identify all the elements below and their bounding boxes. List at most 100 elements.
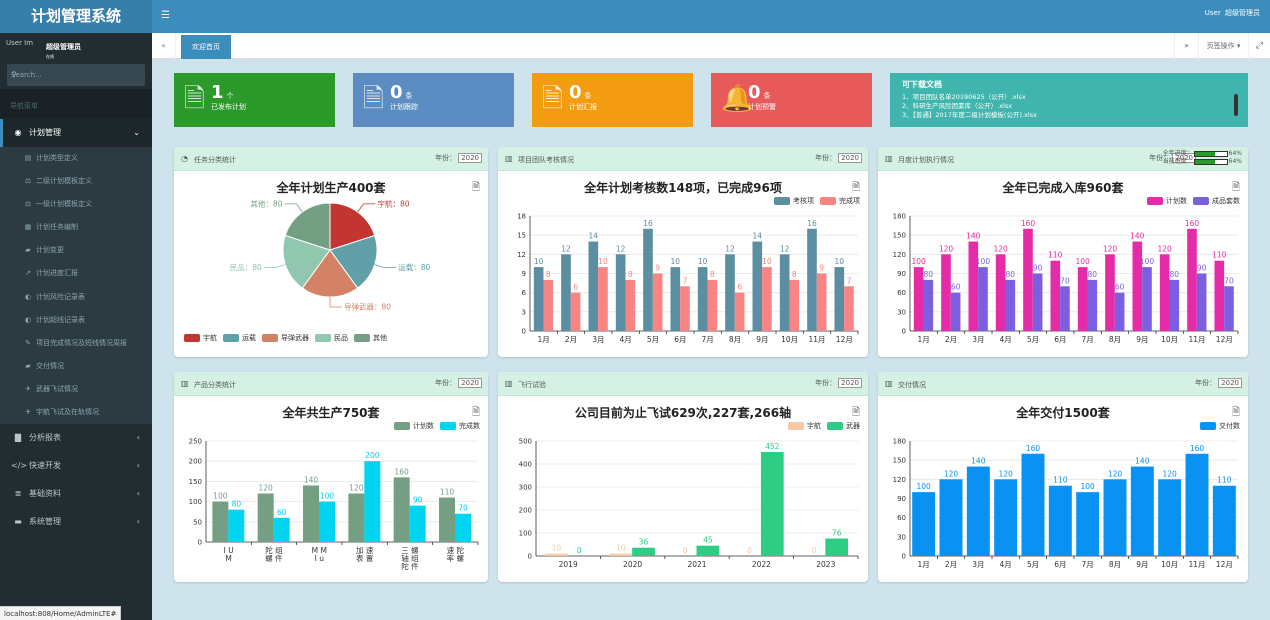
legend-item[interactable]: 民品 bbox=[315, 333, 348, 343]
download-link[interactable]: 1、项目团队名单20190625（公开）.xlsx bbox=[902, 93, 1026, 101]
export-document-icon[interactable]: 🗎 bbox=[471, 407, 480, 418]
legend-item[interactable]: 宇航 bbox=[788, 421, 821, 431]
submenu-item[interactable]: ✈ 宇航飞试及在轨情况 bbox=[0, 401, 152, 424]
bar[interactable] bbox=[615, 254, 626, 331]
bar[interactable] bbox=[212, 501, 229, 542]
bar[interactable] bbox=[439, 497, 456, 542]
bar[interactable] bbox=[364, 461, 381, 542]
bar[interactable] bbox=[950, 292, 961, 331]
legend-item[interactable]: 运载 bbox=[223, 333, 256, 343]
bar[interactable] bbox=[1005, 279, 1016, 331]
bar[interactable] bbox=[1021, 453, 1045, 556]
bar[interactable] bbox=[825, 538, 849, 556]
pie-slice[interactable] bbox=[284, 202, 331, 251]
bar[interactable] bbox=[1187, 228, 1197, 331]
app-logo[interactable]: 计划管理系统 bbox=[0, 0, 152, 33]
pie-slice[interactable] bbox=[282, 234, 331, 289]
bar[interactable] bbox=[807, 228, 817, 331]
bar[interactable] bbox=[1060, 286, 1070, 331]
bar[interactable] bbox=[1103, 479, 1127, 556]
bar[interactable] bbox=[923, 279, 934, 331]
bar[interactable] bbox=[1023, 228, 1033, 331]
sidebar-toggle-icon[interactable]: ☰ bbox=[161, 10, 170, 21]
downloads-scrollbar[interactable] bbox=[1234, 94, 1238, 116]
tab-operations-dropdown[interactable]: 页签操作 ▾ bbox=[1198, 33, 1248, 59]
bar[interactable] bbox=[760, 452, 784, 556]
bar[interactable] bbox=[1114, 292, 1125, 331]
submenu-item[interactable]: ↗ 计划进度汇报 bbox=[0, 262, 152, 285]
bar[interactable] bbox=[939, 479, 963, 556]
info-box[interactable]: 🔔 0 条计划预警 bbox=[711, 73, 872, 127]
menu-item[interactable]: ▬ 系统管理 ‹ bbox=[0, 508, 152, 536]
bar[interactable] bbox=[994, 479, 1018, 556]
bar[interactable] bbox=[1032, 273, 1043, 332]
bar[interactable] bbox=[978, 267, 988, 331]
bar[interactable] bbox=[625, 279, 636, 331]
bar[interactable] bbox=[588, 241, 599, 331]
legend-item[interactable]: 成品套数 bbox=[1193, 196, 1240, 206]
bar[interactable] bbox=[393, 477, 410, 542]
bar[interactable] bbox=[995, 254, 1006, 331]
download-link[interactable]: 3、【普通】2017年度二级计划模板(公开).xlsx bbox=[902, 111, 1037, 119]
bar[interactable] bbox=[533, 267, 544, 331]
bar[interactable] bbox=[670, 267, 681, 331]
bar[interactable] bbox=[1185, 453, 1209, 556]
fullscreen-icon[interactable]: ⤢ bbox=[1248, 33, 1270, 59]
bar[interactable] bbox=[707, 279, 718, 331]
year-selector[interactable]: 年份： 2020 bbox=[815, 153, 862, 163]
bar[interactable] bbox=[348, 493, 365, 542]
bar[interactable] bbox=[319, 501, 336, 542]
bar[interactable] bbox=[409, 505, 426, 542]
bar[interactable] bbox=[789, 279, 800, 331]
bar[interactable] bbox=[844, 286, 854, 331]
bar[interactable] bbox=[273, 517, 290, 542]
legend-item[interactable]: 导弹武器 bbox=[262, 333, 309, 343]
export-document-icon[interactable]: 🗎 bbox=[851, 182, 860, 193]
submenu-item[interactable]: ✈ 武器飞试情况 bbox=[0, 378, 152, 401]
info-box[interactable]: 🗎 1 个已发布计划 bbox=[174, 73, 335, 127]
bar[interactable] bbox=[1050, 260, 1061, 331]
year-input[interactable]: 2020 bbox=[838, 378, 862, 388]
submenu-item[interactable]: ▰ 交付情况 bbox=[0, 355, 152, 378]
submenu-item[interactable]: ▰ 计划变更 bbox=[0, 239, 152, 262]
bar[interactable] bbox=[779, 254, 790, 331]
legend-item[interactable]: 考核项 bbox=[774, 196, 814, 206]
bar[interactable] bbox=[1224, 286, 1234, 331]
download-link[interactable]: 2、科研生产风险因素库（公开）.xlsx bbox=[902, 102, 1013, 110]
tab-scroll-right-icon[interactable]: » bbox=[1174, 33, 1198, 59]
bar[interactable] bbox=[632, 547, 655, 556]
bar[interactable] bbox=[570, 292, 581, 331]
menu-item[interactable]: </> 快速开发 ‹ bbox=[0, 452, 152, 480]
bar[interactable] bbox=[725, 254, 735, 331]
export-document-icon[interactable]: 🗎 bbox=[1231, 182, 1240, 193]
bar[interactable] bbox=[941, 254, 951, 331]
bar[interactable] bbox=[762, 267, 772, 331]
bar[interactable] bbox=[598, 267, 608, 331]
bar[interactable] bbox=[912, 492, 936, 556]
submenu-item[interactable]: ◐ 计划风险记录表 bbox=[0, 286, 152, 309]
menu-plan-management[interactable]: ◉ 计划管理 ⌄ bbox=[0, 119, 152, 147]
bar[interactable] bbox=[680, 286, 690, 331]
info-box[interactable]: 🗎 0 条计划汇报 bbox=[532, 73, 693, 127]
bar[interactable] bbox=[609, 553, 633, 556]
tab-welcome[interactable]: 欢迎首页 bbox=[181, 35, 231, 59]
bar[interactable] bbox=[816, 273, 827, 332]
bar[interactable] bbox=[752, 241, 763, 331]
legend-item[interactable]: 计划数 bbox=[1147, 196, 1187, 206]
bar[interactable] bbox=[1130, 466, 1154, 556]
submenu-item[interactable]: ▤ 计划类型定义 bbox=[0, 147, 152, 170]
menu-item[interactable]: ▇ 分析报表 ‹ bbox=[0, 424, 152, 452]
bar[interactable] bbox=[1105, 254, 1115, 331]
submenu-item[interactable]: ⚖ 二级计划模板定义 bbox=[0, 170, 152, 193]
bar[interactable] bbox=[1077, 267, 1088, 331]
year-input[interactable]: 2020 bbox=[458, 153, 482, 163]
export-document-icon[interactable]: 🗎 bbox=[851, 407, 860, 418]
pie-slice[interactable] bbox=[329, 234, 378, 289]
legend-item[interactable]: 其他 bbox=[354, 333, 387, 343]
bar[interactable] bbox=[696, 545, 720, 556]
export-document-icon[interactable]: 🗎 bbox=[471, 182, 480, 193]
bar[interactable] bbox=[1159, 254, 1170, 331]
bar[interactable] bbox=[652, 273, 663, 332]
legend-item[interactable]: 武器 bbox=[827, 421, 860, 431]
submenu-item[interactable]: ▦ 计划任务编制 bbox=[0, 216, 152, 239]
